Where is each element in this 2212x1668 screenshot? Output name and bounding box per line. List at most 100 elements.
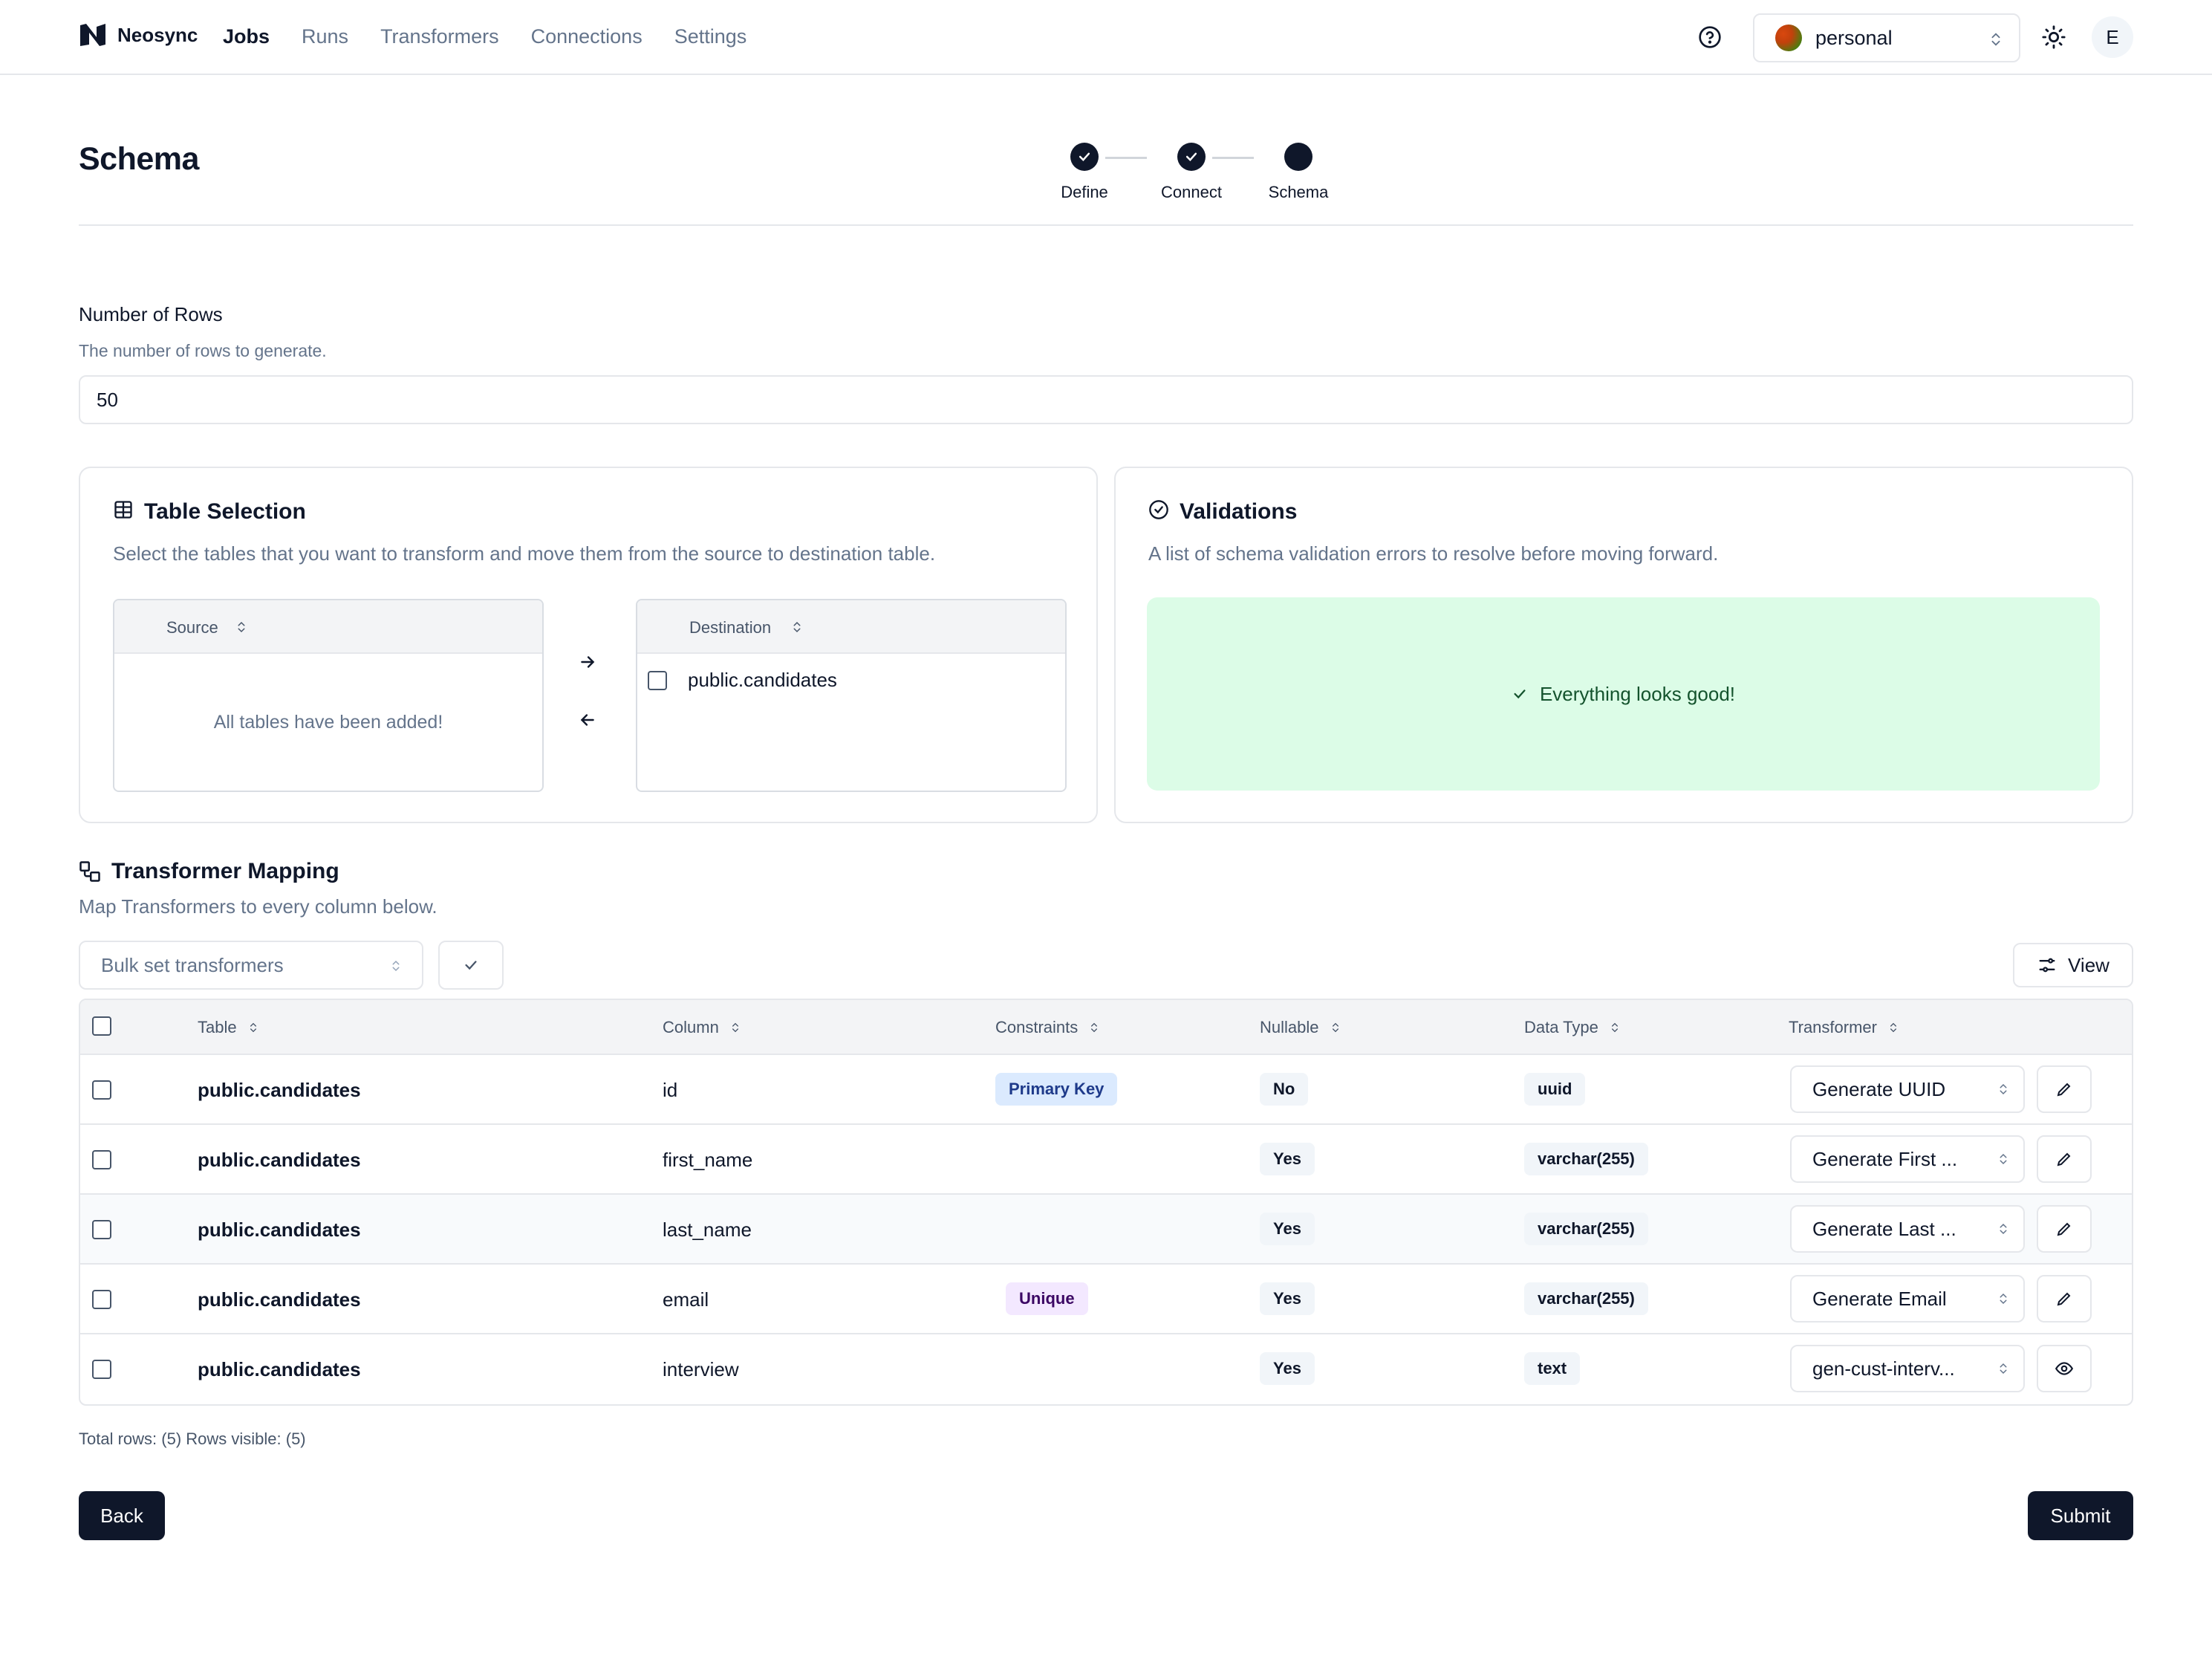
validation-success-panel: Everything looks good! xyxy=(1147,597,2100,791)
validations-description: A list of schema validation errors to re… xyxy=(1148,542,1719,565)
chevrons-up-down-icon xyxy=(1991,33,2000,46)
data-type-badge: text xyxy=(1524,1352,1581,1385)
row-checkbox[interactable] xyxy=(92,1080,111,1100)
brand-name: Neosync xyxy=(117,23,198,46)
table-selection-description: Select the tables that you want to trans… xyxy=(113,542,936,565)
table-row: public.candidates interview Yes text gen… xyxy=(80,1334,2132,1404)
transformer-select[interactable]: Generate Email xyxy=(1790,1275,2025,1323)
page-title: Schema xyxy=(79,141,199,177)
nullable-badge: Yes xyxy=(1260,1213,1315,1245)
pencil-icon xyxy=(2057,1152,2071,1166)
transformer-value: Generate Email xyxy=(1812,1287,1947,1310)
edit-transformer-button[interactable] xyxy=(2037,1135,2092,1183)
chevrons-up-down-icon xyxy=(250,1022,256,1033)
edit-transformer-button[interactable] xyxy=(2037,1275,2092,1323)
nav-jobs[interactable]: Jobs xyxy=(223,25,270,48)
chevrons-up-down-icon xyxy=(2000,1223,2007,1235)
transformer-select[interactable]: gen-cust-interv... xyxy=(1790,1345,2025,1392)
nav-transformers[interactable]: Transformers xyxy=(380,25,499,48)
select-all-checkbox[interactable] xyxy=(92,1016,111,1036)
submit-button[interactable]: Submit xyxy=(2028,1491,2133,1540)
validations-title: Validations xyxy=(1180,499,1298,524)
row-checkbox[interactable] xyxy=(92,1290,111,1309)
eye-icon xyxy=(2055,1362,2074,1375)
row-table: public.candidates xyxy=(198,1149,361,1171)
sun-icon xyxy=(2042,25,2066,49)
sliders-icon xyxy=(2039,958,2055,973)
data-type-badge: varchar(255) xyxy=(1524,1282,1648,1315)
view-transformer-button[interactable] xyxy=(2037,1345,2092,1392)
column-header-constraints[interactable]: Constraints xyxy=(995,1018,1100,1037)
destination-item[interactable]: public.candidates xyxy=(648,669,837,692)
check-icon xyxy=(1185,152,1197,161)
check-icon xyxy=(465,961,477,970)
chevrons-up-down-icon xyxy=(1611,1022,1618,1033)
transformer-select[interactable]: Generate Last ... xyxy=(1790,1205,2025,1253)
mapping-title: Transformer Mapping xyxy=(111,859,339,883)
destination-list: Destination public.candidates xyxy=(636,599,1067,792)
nav-settings[interactable]: Settings xyxy=(674,25,747,48)
workspace-name: personal xyxy=(1815,26,1893,49)
step-connector xyxy=(1105,157,1147,159)
header-label: Data Type xyxy=(1524,1018,1598,1036)
move-right-button[interactable] xyxy=(578,652,597,675)
column-header-transformer[interactable]: Transformer xyxy=(1789,1018,1899,1037)
circle-check-icon xyxy=(1149,500,1168,519)
table-row: public.candidates id Primary Key No uuid… xyxy=(80,1055,2132,1125)
destination-header-label: Destination xyxy=(689,618,772,637)
row-column: id xyxy=(663,1079,678,1101)
help-circle-icon xyxy=(1699,26,1721,48)
mapping-icon xyxy=(79,861,100,882)
step-connector xyxy=(1212,157,1254,159)
column-header-data-type[interactable]: Data Type xyxy=(1524,1018,1621,1037)
column-header-nullable[interactable]: Nullable xyxy=(1260,1018,1341,1037)
brand[interactable]: Neosync xyxy=(79,22,198,48)
number-of-rows-input[interactable] xyxy=(79,375,2133,424)
chevrons-up-down-icon xyxy=(732,1022,738,1033)
source-list-header[interactable]: Source xyxy=(114,600,542,654)
bulk-transformer-select[interactable]: Bulk set transformers xyxy=(79,941,423,990)
source-empty-message: All tables have been added! xyxy=(213,712,443,733)
rows-label: Number of Rows xyxy=(79,303,223,325)
step-label: Define xyxy=(1061,183,1108,201)
wizard-stepper: Define Connect Schema xyxy=(1025,143,1337,210)
pencil-icon xyxy=(2057,1083,2071,1097)
row-column: first_name xyxy=(663,1149,753,1171)
user-avatar[interactable]: E xyxy=(2092,16,2133,58)
destination-item-checkbox[interactable] xyxy=(648,670,667,690)
row-column: last_name xyxy=(663,1218,752,1241)
transformer-value: Generate Last ... xyxy=(1812,1217,1956,1240)
back-button[interactable]: Back xyxy=(79,1491,165,1540)
rows-description: The number of rows to generate. xyxy=(79,341,327,360)
row-column: interview xyxy=(663,1358,739,1380)
row-checkbox[interactable] xyxy=(92,1220,111,1239)
nav-connections[interactable]: Connections xyxy=(530,25,643,48)
view-options-button[interactable]: View xyxy=(2013,943,2133,987)
table-grid-icon xyxy=(114,501,132,519)
arrow-right-icon xyxy=(581,656,595,668)
move-left-button[interactable] xyxy=(578,710,597,733)
data-type-badge: uuid xyxy=(1524,1073,1586,1106)
nav-runs[interactable]: Runs xyxy=(302,25,349,48)
pencil-icon xyxy=(2057,1222,2071,1236)
chevrons-up-down-icon xyxy=(392,960,400,972)
chevrons-up-down-icon xyxy=(1890,1022,1896,1033)
help-button[interactable] xyxy=(1698,25,1722,49)
destination-list-header[interactable]: Destination xyxy=(637,600,1065,654)
column-header-column[interactable]: Column xyxy=(663,1018,741,1037)
theme-toggle-button[interactable] xyxy=(2041,25,2066,50)
transformer-select[interactable]: Generate UUID xyxy=(1790,1065,2025,1113)
bulk-apply-button[interactable] xyxy=(438,941,504,990)
column-header-table[interactable]: Table xyxy=(198,1018,259,1037)
edit-transformer-button[interactable] xyxy=(2037,1065,2092,1113)
transformer-select[interactable]: Generate First ... xyxy=(1790,1135,2025,1183)
workspace-select[interactable]: personal xyxy=(1753,13,2020,62)
source-list: Source All tables have been added! xyxy=(113,599,544,792)
chevrons-up-down-icon xyxy=(1332,1022,1338,1033)
step-connect: Connect xyxy=(1132,143,1251,202)
row-checkbox[interactable] xyxy=(92,1360,111,1379)
row-checkbox[interactable] xyxy=(92,1150,111,1169)
edit-transformer-button[interactable] xyxy=(2037,1205,2092,1253)
chevrons-up-down-icon xyxy=(1091,1022,1098,1033)
chevrons-up-down-icon xyxy=(2000,1363,2007,1375)
